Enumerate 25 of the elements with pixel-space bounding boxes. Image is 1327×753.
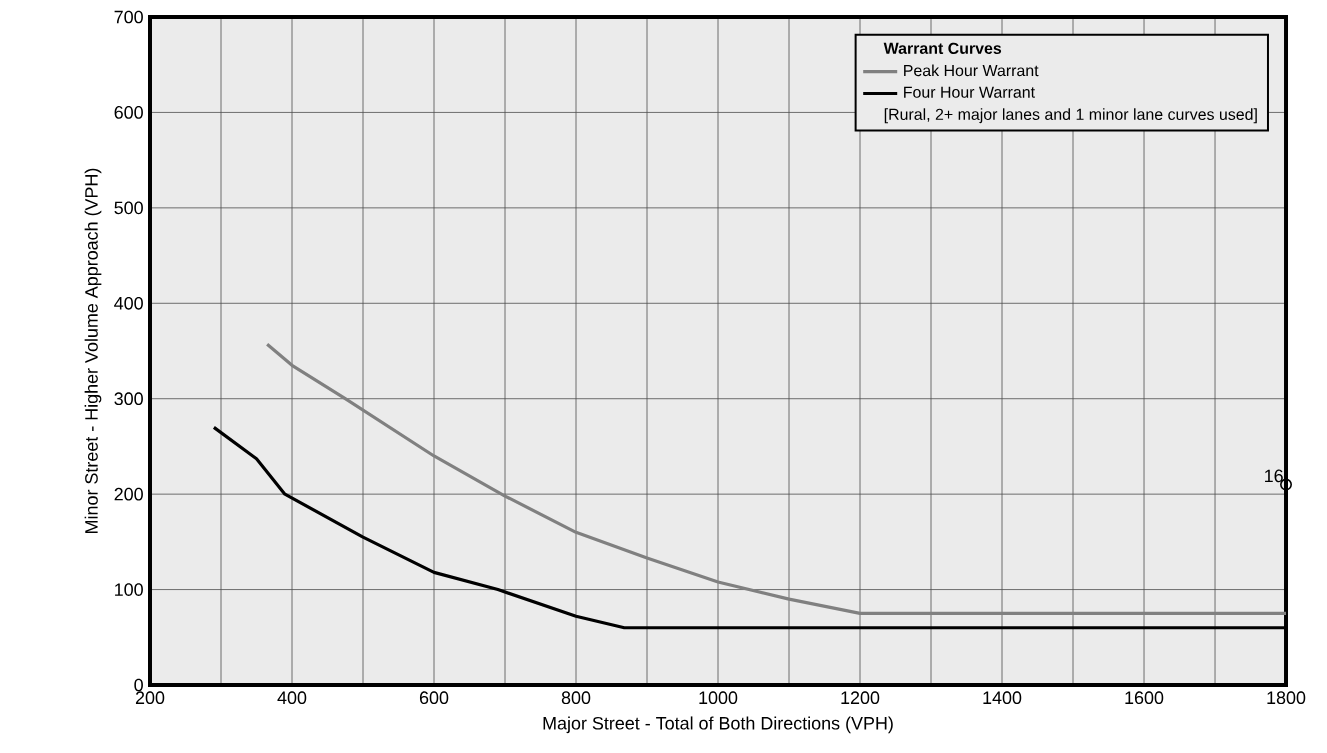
x-tick-label: 1600 [1125,691,1164,705]
y-tick-label: 600 [114,106,143,119]
y-tick-label: 300 [114,392,143,406]
x-axis-title: Major Street - Total of Both Directions (VPH) [543,716,893,734]
x-tick-label: 1000 [699,691,738,705]
x-tick-label: 800 [561,691,591,705]
x-tick-label: 200 [135,691,165,705]
legend-label: Four Hour Warrant [904,86,1035,98]
y-tick-label: 500 [114,201,143,215]
x-tick-label: 400 [277,691,307,705]
y-tick-label: 100 [115,583,143,596]
y-tick-label: 700 [114,10,143,24]
y-tick-label: 400 [114,296,143,310]
annotation: [Rural, 2+ major lanes and 1 minor lane curves used] [884,108,1257,124]
x-tick-label: 1200 [841,691,880,705]
y-tick-label: 0 [134,678,143,692]
legend-label: Peak Hour Warrant [904,64,1039,77]
x-tick-label: 1800 [1267,691,1306,705]
y-tick-label: 200 [114,487,143,501]
x-tick-label: 600 [419,691,449,705]
annotation: 16 [1265,469,1283,483]
line-series [265,342,1287,616]
legend-title: Warrant Curves [883,42,1002,54]
x-tick-label: 1400 [983,691,1022,705]
y-axis-title: Minor Street - Higher Volume Approach (VPH) [84,168,102,533]
